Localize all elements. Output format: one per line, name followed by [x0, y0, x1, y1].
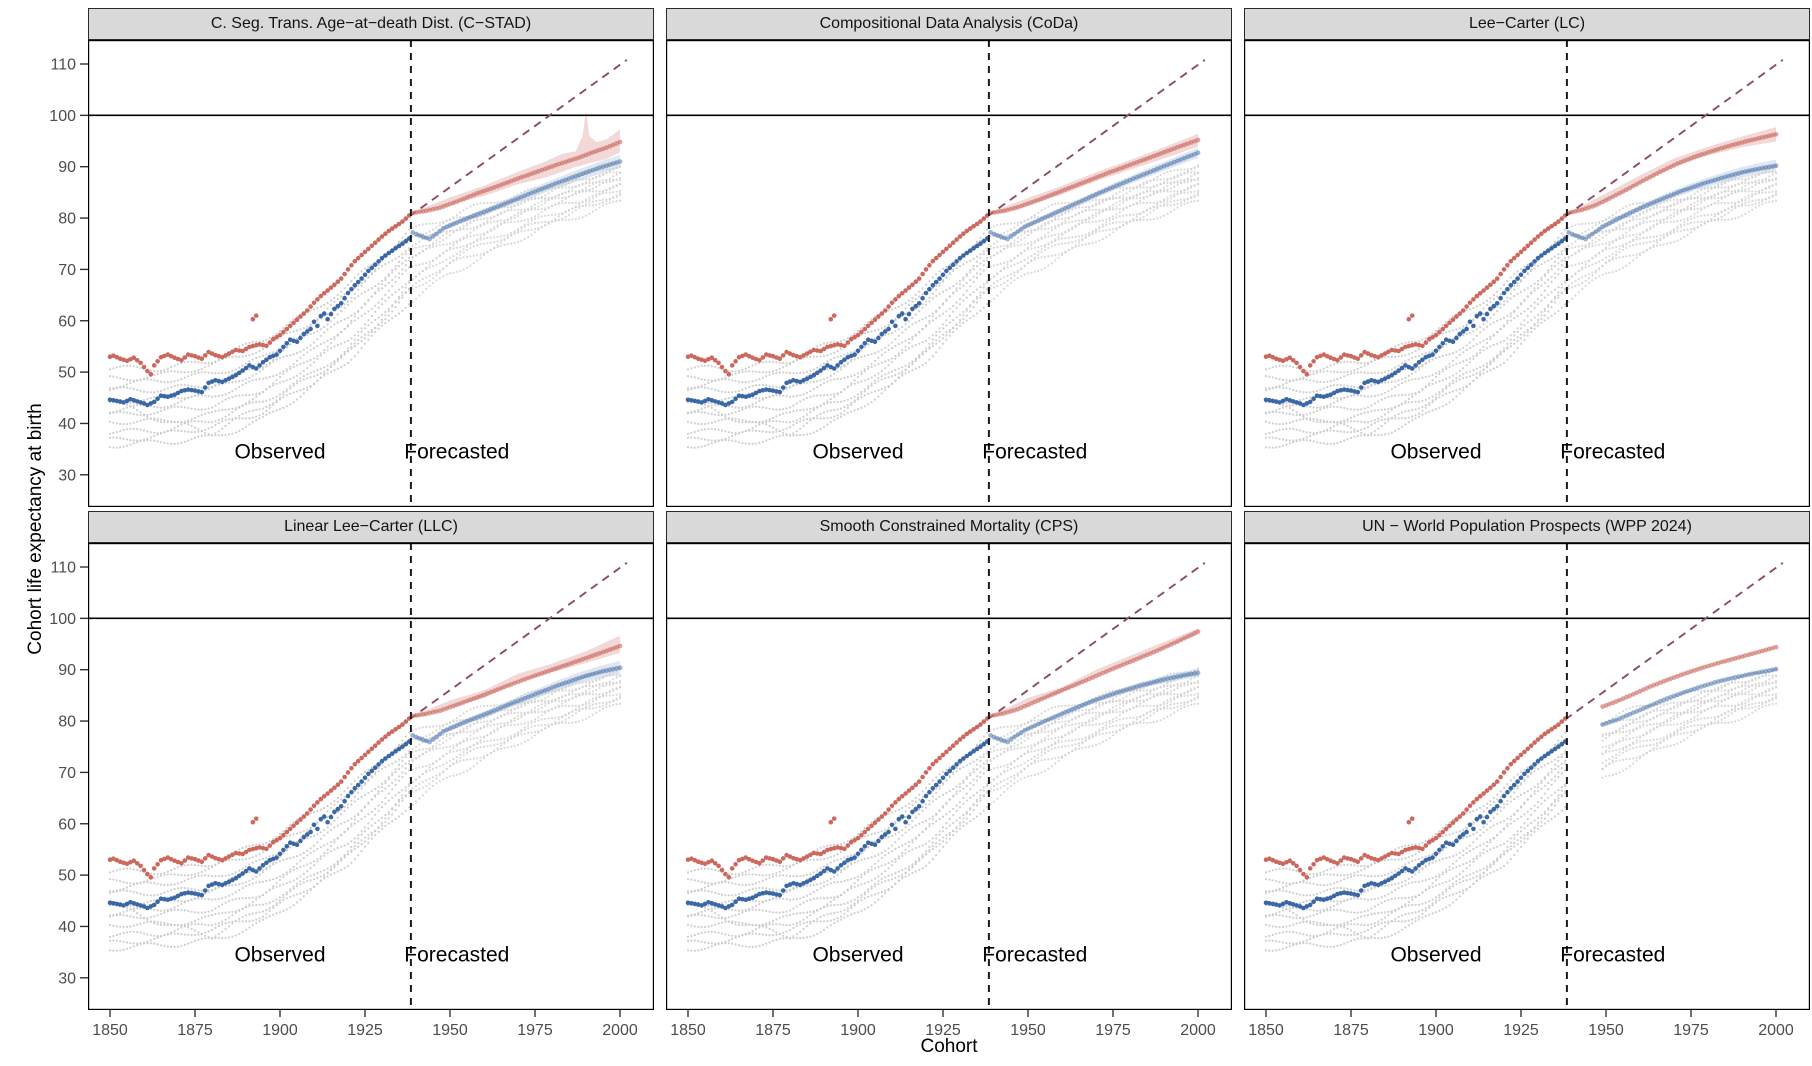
period-annotation: Observed	[1390, 943, 1481, 966]
x-tick-label: 1875	[177, 1022, 213, 1039]
panel-plot-area: Observed Forecasted	[1244, 40, 1810, 507]
y-tick-label: 40	[58, 919, 76, 936]
facet-strip: Lee−Carter (LC)	[1244, 8, 1810, 40]
x-tick-label: 1875	[755, 1022, 791, 1039]
x-tick-label: 1850	[1248, 1022, 1284, 1039]
facet-title: Compositional Data Analysis (CoDa)	[819, 15, 1079, 32]
period-annotation: Observed	[234, 943, 325, 966]
y-tick-label: 80	[58, 714, 76, 731]
facet-title: Linear Lee−Carter (LLC)	[284, 518, 458, 535]
facet-title: Lee−Carter (LC)	[1468, 15, 1586, 32]
y-tick-label: 70	[58, 262, 76, 279]
period-annotation: Forecasted	[1560, 943, 1665, 966]
facet-strip: Smooth Constrained Mortality (CPS)	[666, 511, 1232, 543]
y-tick-label: 90	[58, 159, 76, 176]
x-tick-label: 2000	[1180, 1022, 1216, 1039]
x-tick-label: 1900	[262, 1022, 298, 1039]
y-tick-label: 100	[49, 108, 76, 125]
facet-title: C. Seg. Trans. Age−at−death Dist. (C−STA…	[210, 15, 532, 32]
panel-plot-area: Observed Forecasted	[88, 40, 654, 507]
x-axis-title: Cohort	[920, 1036, 978, 1057]
panel-plot-area: Observed Forecasted	[1244, 543, 1810, 1010]
x-tick-label: 1975	[1095, 1022, 1131, 1039]
facet-title: UN − World Population Prospects (WPP 202…	[1362, 518, 1692, 535]
period-annotation: Observed	[812, 440, 903, 463]
x-tick-label: 1950	[432, 1022, 468, 1039]
facet-title: Smooth Constrained Mortality (CPS)	[819, 518, 1079, 535]
x-tick-label: 1975	[517, 1022, 553, 1039]
period-annotation: Observed	[234, 440, 325, 463]
period-annotation: Observed	[812, 943, 903, 966]
x-tick-label: 1950	[1010, 1022, 1046, 1039]
y-tick-label: 110	[50, 560, 76, 577]
y-tick-label: 80	[58, 211, 76, 228]
y-tick-label: 30	[58, 467, 76, 484]
x-axis-ticks: 1850 1875 1900 1925 1950 1975 2000	[92, 1010, 638, 1039]
x-tick-label: 2000	[1758, 1022, 1794, 1039]
period-annotation: Forecasted	[982, 943, 1087, 966]
x-axis-ticks: 1850 1875 1900 1925 1950 1975 2000	[670, 1010, 1216, 1039]
x-tick-label: 1900	[840, 1022, 876, 1039]
panel-plot-area: Observed Forecasted	[88, 543, 654, 1010]
y-axis-ticks: 30 40 50 60 70 80 90 100 110	[49, 560, 88, 987]
x-tick-label: 1975	[1673, 1022, 1709, 1039]
y-tick-label: 30	[58, 970, 76, 987]
y-tick-label: 90	[58, 662, 76, 679]
panel-plot-area: Observed Forecasted	[666, 40, 1232, 507]
x-tick-label: 1875	[1333, 1022, 1369, 1039]
period-annotation: Forecasted	[404, 440, 509, 463]
panel-plot-area: Observed Forecasted	[666, 543, 1232, 1010]
x-tick-label: 1900	[1418, 1022, 1454, 1039]
y-tick-label: 100	[49, 611, 76, 628]
y-axis-ticks: 30 40 50 60 70 80 90 100 110	[49, 57, 88, 484]
x-tick-label: 1850	[92, 1022, 128, 1039]
y-tick-label: 60	[58, 816, 76, 833]
y-tick-label: 50	[58, 868, 76, 885]
facet-strip: Linear Lee−Carter (LLC)	[88, 511, 654, 543]
y-tick-label: 60	[58, 313, 76, 330]
y-tick-label: 50	[58, 365, 76, 382]
y-tick-label: 110	[50, 57, 76, 74]
y-tick-label: 70	[58, 765, 76, 782]
x-tick-label: 1950	[1588, 1022, 1624, 1039]
x-tick-label: 1925	[925, 1022, 961, 1039]
y-tick-label: 40	[58, 416, 76, 433]
facet-strip: Compositional Data Analysis (CoDa)	[666, 8, 1232, 40]
facet-strip: UN − World Population Prospects (WPP 202…	[1244, 511, 1810, 543]
x-tick-label: 1925	[347, 1022, 383, 1039]
period-annotation: Forecasted	[982, 440, 1087, 463]
facet-strip: C. Seg. Trans. Age−at−death Dist. (C−STA…	[88, 8, 654, 40]
period-annotation: Observed	[1390, 440, 1481, 463]
x-tick-label: 1850	[670, 1022, 706, 1039]
x-tick-label: 1925	[1503, 1022, 1539, 1039]
x-axis-ticks: 1850 1875 1900 1925 1950 1975 2000	[1248, 1010, 1794, 1039]
period-annotation: Forecasted	[404, 943, 509, 966]
x-tick-label: 2000	[602, 1022, 638, 1039]
period-annotation: Forecasted	[1560, 440, 1665, 463]
